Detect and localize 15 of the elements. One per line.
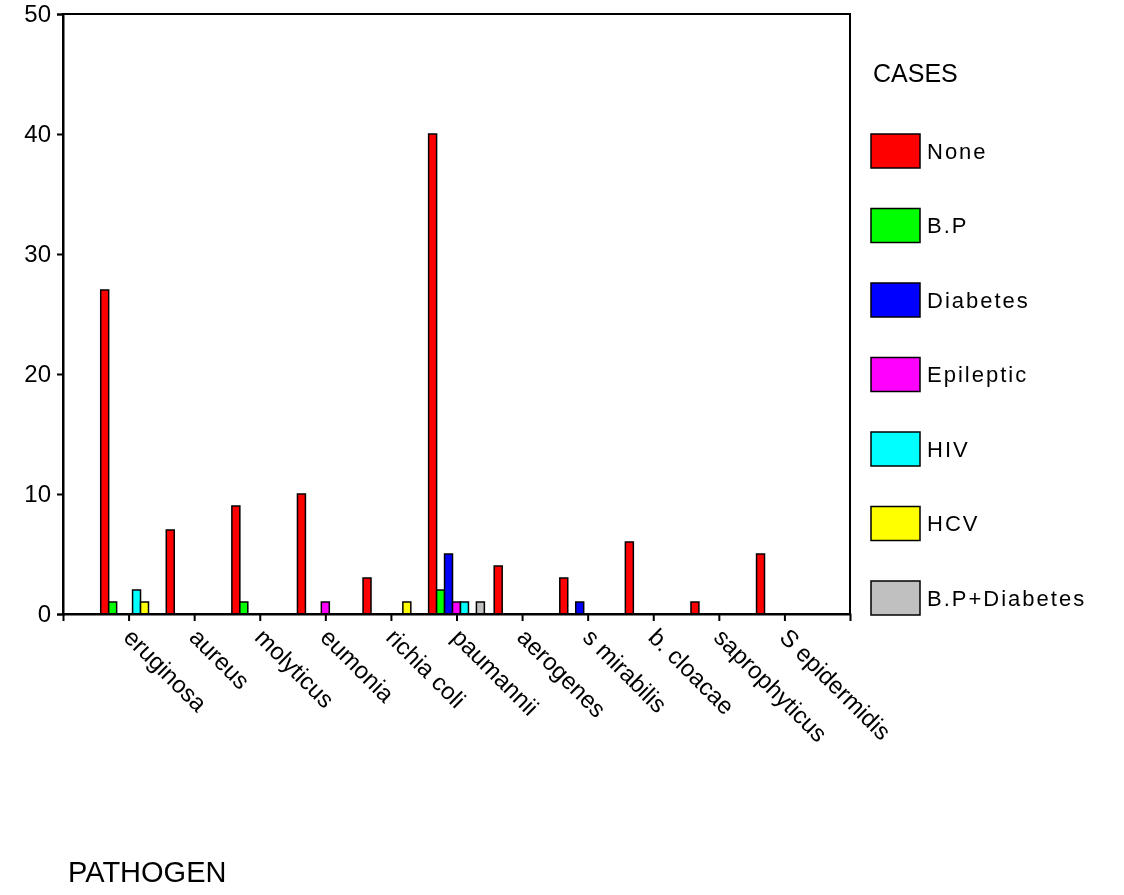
y-tick-label: 50	[24, 0, 51, 28]
y-tick-label: 10	[24, 480, 51, 508]
legend-title: CASES	[873, 59, 958, 87]
legend-label: Epileptic	[927, 362, 1029, 388]
legend-label: HIV	[927, 436, 970, 462]
legend-label: B.P	[927, 213, 969, 239]
y-tick-label: 30	[24, 240, 51, 268]
legend-label: None	[927, 138, 988, 164]
legend-label: B.P+Diabetes	[927, 585, 1087, 611]
legend-label: HCV	[927, 511, 980, 537]
y-tick-label: 40	[24, 120, 51, 148]
x-axis-title: PATHOGEN	[68, 856, 227, 888]
y-tick-label: 20	[24, 360, 51, 388]
y-tick-label: 0	[37, 600, 51, 628]
legend-label: Diabetes	[927, 287, 1030, 313]
